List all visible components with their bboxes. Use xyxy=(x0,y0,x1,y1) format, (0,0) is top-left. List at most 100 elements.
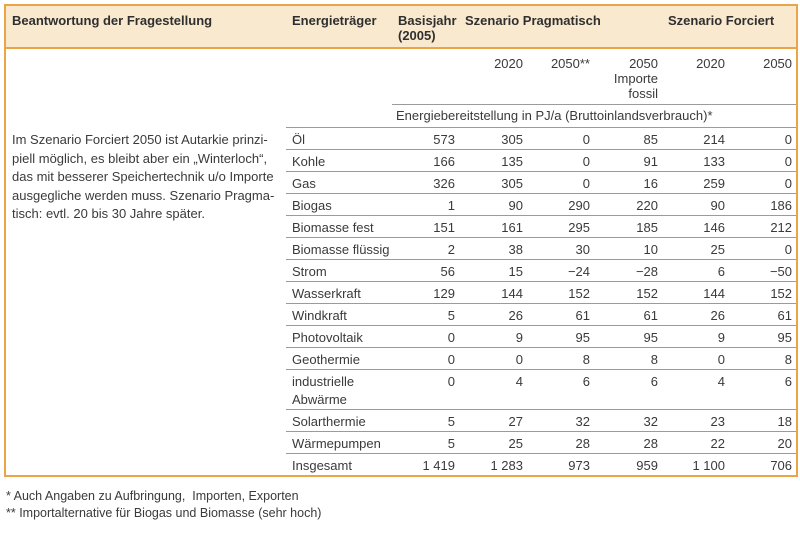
value-cell: 151 xyxy=(392,214,459,237)
value-cell: 2 xyxy=(392,236,459,259)
empty-cell xyxy=(5,104,286,127)
value-cell: 0 xyxy=(459,346,527,369)
value-cell: 9 xyxy=(662,324,729,347)
subheader-years-row: 2020 2050** 2050 Importe fossil 2020 205… xyxy=(5,48,797,104)
value-cell: 1 100 xyxy=(662,452,729,476)
value-cell: 25 xyxy=(662,236,729,259)
value-cell: 290 xyxy=(527,192,594,215)
value-cell: 28 xyxy=(527,430,594,453)
value-cell: 220 xyxy=(594,192,662,215)
row-label: Biomasse flüssig xyxy=(286,236,392,259)
row-label: Wasserkraft xyxy=(286,280,392,303)
table-row: Biogas 1 90 290 220 90 186 xyxy=(5,192,798,215)
value-cell: 61 xyxy=(729,302,798,325)
value-cell: 973 xyxy=(527,452,594,476)
value-cell: 129 xyxy=(392,280,459,303)
value-cell: 38 xyxy=(459,236,527,259)
value-cell: 1 283 xyxy=(459,452,527,476)
footnote-2: ** Importalternative für Biogas und Biom… xyxy=(6,506,322,520)
value-cell: 135 xyxy=(459,148,527,171)
value-cell: 30 xyxy=(527,236,594,259)
value-cell: 4 xyxy=(459,368,527,409)
value-cell: −50 xyxy=(729,258,798,281)
value-cell: 26 xyxy=(662,302,729,325)
row-label: Insgesamt xyxy=(286,452,392,476)
value-cell: 0 xyxy=(392,346,459,369)
value-cell: 0 xyxy=(527,126,594,149)
value-cell: 8 xyxy=(729,346,798,369)
value-cell: 326 xyxy=(392,170,459,193)
value-cell: 25 xyxy=(459,430,527,453)
table-row: Kohle 166 135 0 91 133 0 xyxy=(5,148,798,171)
subheader-forciert-2020: 2020 xyxy=(696,56,725,71)
value-cell: 20 xyxy=(729,430,798,453)
value-cell: 5 xyxy=(392,302,459,325)
subheader-pragmatisch-2050: 2050** xyxy=(550,56,590,71)
row-label: Biomasse fest xyxy=(286,214,392,237)
value-cell: 95 xyxy=(729,324,798,347)
value-cell: 8 xyxy=(527,346,594,369)
value-cell: 18 xyxy=(729,408,798,431)
value-cell: 305 xyxy=(459,126,527,149)
value-cell: 959 xyxy=(594,452,662,476)
table-row: Biomasse flüssig 2 38 30 10 25 0 xyxy=(5,236,798,259)
unit-label: Energiebereitstellung in PJ/a (Bruttoinl… xyxy=(392,103,798,127)
value-cell: 185 xyxy=(594,214,662,237)
value-cell: 28 xyxy=(594,430,662,453)
value-cell: 95 xyxy=(594,324,662,347)
value-cell: 212 xyxy=(729,214,798,237)
row-label: Solarthermie xyxy=(286,408,392,431)
value-cell: 91 xyxy=(594,148,662,171)
value-cell: 90 xyxy=(662,192,729,215)
value-cell: 10 xyxy=(594,236,662,259)
value-cell: 56 xyxy=(392,258,459,281)
value-cell: 305 xyxy=(459,170,527,193)
subheader-pragmatisch-2020: 2020 xyxy=(494,56,523,71)
value-cell: 0 xyxy=(729,170,798,193)
value-cell: 573 xyxy=(392,126,459,149)
table-row: Insgesamt 1 419 1 283 973 959 1 100 706 xyxy=(5,452,798,476)
value-cell: 1 419 xyxy=(392,452,459,476)
header-scenario-forciert: Szenario Forciert xyxy=(662,5,798,49)
table-row: Wärmepumpen 5 25 28 28 22 20 xyxy=(5,430,798,453)
value-cell: 144 xyxy=(662,280,729,303)
value-cell: 15 xyxy=(459,258,527,281)
value-cell: 6 xyxy=(729,368,798,409)
empty-cell xyxy=(286,104,392,127)
value-cell: 6 xyxy=(594,368,662,409)
value-cell: 85 xyxy=(594,126,662,149)
table-row: Windkraft 5 26 61 61 26 61 xyxy=(5,302,798,325)
header-band: Beantwortung der Fragestellung Energietr… xyxy=(5,5,798,49)
table-row: industrielle Abwärme 0 4 6 6 4 6 xyxy=(5,368,798,409)
value-cell: 152 xyxy=(594,280,662,303)
value-cell: 90 xyxy=(459,192,527,215)
value-cell: 32 xyxy=(527,408,594,431)
header-scenario-pragmatisch: Szenario Pragmatisch xyxy=(459,5,662,49)
table-row: Photovoltaik 0 9 95 95 9 95 xyxy=(5,324,798,347)
value-cell: 133 xyxy=(662,148,729,171)
value-cell: 6 xyxy=(527,368,594,409)
value-cell: 16 xyxy=(594,170,662,193)
value-cell: 0 xyxy=(729,126,798,149)
value-cell: 61 xyxy=(527,302,594,325)
value-cell: 0 xyxy=(527,170,594,193)
value-cell: 161 xyxy=(459,214,527,237)
subheader-2050-importe-fossil: 2050 Importe fossil xyxy=(613,56,658,101)
value-cell: 61 xyxy=(594,302,662,325)
table-row: Geothermie 0 0 8 8 0 8 xyxy=(5,346,798,369)
value-cell: 144 xyxy=(459,280,527,303)
subheader-forciert-2050: 2050 xyxy=(763,56,793,71)
empty-cell xyxy=(5,48,286,104)
row-label: Biogas xyxy=(286,192,392,215)
value-cell: 27 xyxy=(459,408,527,431)
unit-row: Energiebereitstellung in PJ/a (Bruttoinl… xyxy=(5,103,798,127)
value-cell: 95 xyxy=(527,324,594,347)
row-label: industrielle Abwärme xyxy=(286,368,392,409)
value-cell: 1 xyxy=(392,192,459,215)
value-cell: 32 xyxy=(594,408,662,431)
row-label: Photovoltaik xyxy=(286,324,392,347)
value-cell: 214 xyxy=(662,126,729,149)
footnote-1: * Auch Angaben zu Aufbringung, Importen,… xyxy=(6,489,299,503)
value-cell: 0 xyxy=(392,324,459,347)
footnotes: * Auch Angaben zu Aufbringung, Importen,… xyxy=(6,488,796,522)
